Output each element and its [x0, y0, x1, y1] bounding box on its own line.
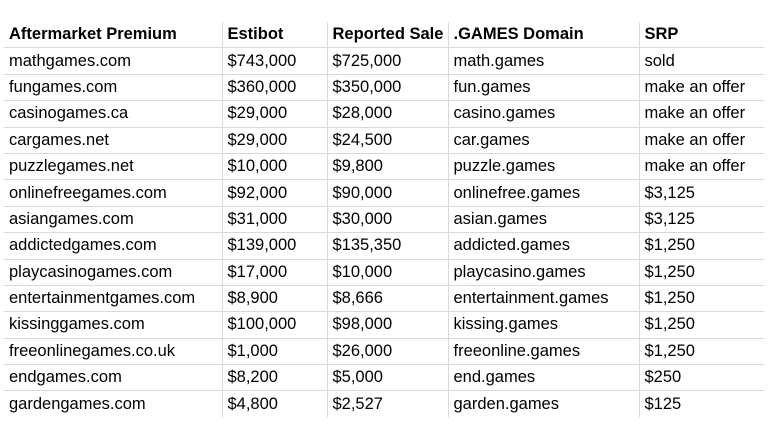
cell-aftermarket-domain: playcasinogames.com — [4, 259, 223, 286]
cell-games-domain: kissing.games — [448, 311, 640, 339]
cell-aftermarket-domain: freeonlinegames.co.uk — [4, 338, 223, 366]
cell-reported-sale: $8,666 — [327, 285, 449, 313]
table-row: addictedgames.com $139,000 $135,350 addi… — [4, 232, 764, 260]
table-row: endgames.com $8,200 $5,000 end.games $25… — [4, 364, 764, 392]
table-row: entertainmentgames.com $8,900 $8,666 ent… — [4, 285, 764, 313]
cell-srp: $1,250 — [639, 232, 764, 260]
table-row: playcasinogames.com $17,000 $10,000 play… — [4, 259, 764, 286]
cell-estibot: $10,000 — [222, 153, 328, 181]
cell-reported-sale: $90,000 — [327, 179, 449, 207]
cell-reported-sale: $135,350 — [327, 232, 449, 260]
cell-srp: make an offer — [639, 100, 764, 128]
cell-srp: make an offer — [639, 153, 764, 181]
cell-srp: make an offer — [639, 74, 764, 102]
header-aftermarket-premium: Aftermarket Premium — [4, 22, 223, 49]
table-row: kissinggames.com $100,000 $98,000 kissin… — [4, 311, 764, 339]
table-row: fungames.com $360,000 $350,000 fun.games… — [4, 74, 764, 102]
table-row: asiangames.com $31,000 $30,000 asian.gam… — [4, 206, 764, 234]
cell-aftermarket-domain: cargames.net — [4, 127, 223, 154]
cell-estibot: $139,000 — [222, 232, 328, 260]
cell-reported-sale: $26,000 — [327, 338, 449, 366]
cell-srp: $250 — [639, 364, 764, 392]
cell-games-domain: end.games — [448, 364, 640, 392]
cell-estibot: $360,000 — [222, 74, 328, 102]
cell-reported-sale: $350,000 — [327, 74, 449, 102]
table-row: freeonlinegames.co.uk $1,000 $26,000 fre… — [4, 338, 764, 366]
cell-games-domain: playcasino.games — [448, 259, 640, 286]
cell-estibot: $8,200 — [222, 364, 328, 392]
cell-games-domain: casino.games — [448, 100, 640, 128]
cell-games-domain: asian.games — [448, 206, 640, 234]
cell-aftermarket-domain: fungames.com — [4, 74, 223, 102]
cell-games-domain: car.games — [448, 127, 640, 154]
cell-reported-sale: $5,000 — [327, 364, 449, 392]
cell-aftermarket-domain: casinogames.ca — [4, 100, 223, 128]
cell-estibot: $17,000 — [222, 259, 328, 286]
header-estibot: Estibot — [222, 22, 328, 49]
table-row: cargames.net $29,000 $24,500 car.games m… — [4, 127, 764, 154]
header-reported-sale: Reported Sale — [327, 22, 449, 49]
cell-srp: make an offer — [639, 127, 764, 154]
cell-games-domain: entertainment.games — [448, 285, 640, 313]
table-row: puzzlegames.net $10,000 $9,800 puzzle.ga… — [4, 153, 764, 181]
cell-estibot: $4,800 — [222, 390, 328, 417]
cell-estibot: $31,000 — [222, 206, 328, 234]
cell-estibot: $92,000 — [222, 179, 328, 207]
table-row: casinogames.ca $29,000 $28,000 casino.ga… — [4, 100, 764, 128]
cell-reported-sale: $30,000 — [327, 206, 449, 234]
cell-reported-sale: $725,000 — [327, 47, 449, 75]
cell-srp: $3,125 — [639, 206, 764, 234]
cell-srp: $1,250 — [639, 259, 764, 286]
cell-games-domain: fun.games — [448, 74, 640, 102]
cell-games-domain: freeonline.games — [448, 338, 640, 366]
cell-estibot: $1,000 — [222, 338, 328, 366]
cell-aftermarket-domain: kissinggames.com — [4, 311, 223, 339]
cell-games-domain: onlinefree.games — [448, 179, 640, 207]
cell-games-domain: addicted.games — [448, 232, 640, 260]
cell-reported-sale: $2,527 — [327, 390, 449, 417]
cell-srp: $125 — [644, 394, 682, 413]
cell-estibot: $100,000 — [222, 311, 328, 339]
header-games-domain: .GAMES Domain — [448, 22, 640, 49]
cell-estibot: $8,900 — [222, 285, 328, 313]
cell-reported-sale: $9,800 — [327, 153, 449, 181]
table-row: mathgames.com $743,000 $725,000 math.gam… — [4, 47, 764, 75]
cell-aftermarket-domain: entertainmentgames.com — [4, 285, 223, 313]
table-row: onlinefreegames.com $92,000 $90,000 onli… — [4, 179, 764, 207]
cell-aftermarket-domain: gardengames.com — [4, 390, 223, 417]
cell-games-domain: puzzle.games — [448, 153, 640, 181]
header-row: Aftermarket Premium Estibot Reported Sal… — [4, 22, 764, 49]
header-srp: SRP — [639, 22, 764, 49]
cell-srp: $1,250 — [639, 338, 764, 366]
cell-estibot: $29,000 — [222, 127, 328, 154]
cell-estibot: $743,000 — [222, 47, 328, 75]
cell-reported-sale: $98,000 — [327, 311, 449, 339]
cell-srp: $3,125 — [639, 179, 764, 207]
cell-aftermarket-domain: addictedgames.com — [4, 232, 223, 260]
cell-aftermarket-domain: onlinefreegames.com — [4, 179, 223, 207]
cell-aftermarket-domain: mathgames.com — [4, 47, 223, 75]
cell-games-domain: garden.games — [448, 390, 640, 417]
cell-reported-sale: $24,500 — [327, 127, 449, 154]
domain-comparison-table: Aftermarket Premium Estibot Reported Sal… — [4, 22, 764, 417]
cell-srp: sold — [639, 47, 764, 75]
table-row: gardengames.com $4,800 $2,527 garden.gam… — [4, 390, 764, 417]
cell-reported-sale: $10,000 — [327, 259, 449, 286]
cell-srp: $1,250 — [639, 285, 764, 313]
cell-srp: $1,250 — [639, 311, 764, 339]
cell-reported-sale: $28,000 — [327, 100, 449, 128]
cell-estibot: $29,000 — [222, 100, 328, 128]
cell-games-domain: math.games — [448, 47, 640, 75]
cell-aftermarket-domain: asiangames.com — [4, 206, 223, 234]
cell-aftermarket-domain: puzzlegames.net — [4, 153, 223, 181]
cell-aftermarket-domain: endgames.com — [4, 364, 223, 392]
